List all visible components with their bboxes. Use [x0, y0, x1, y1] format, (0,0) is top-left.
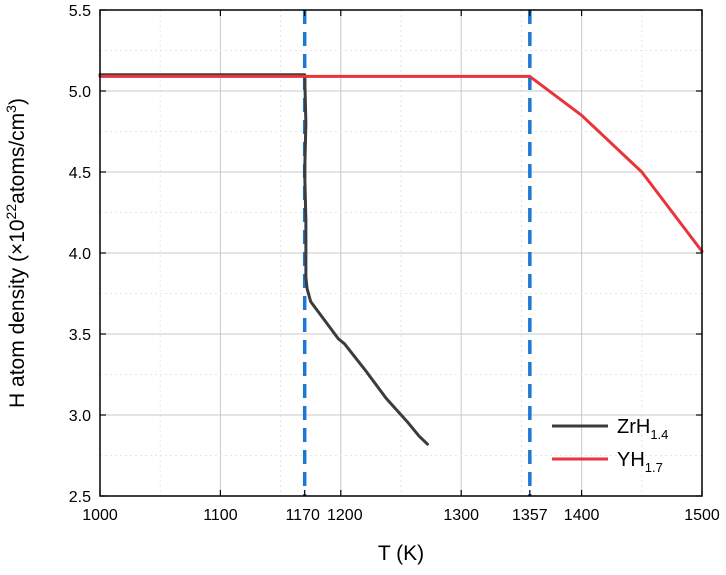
y-tick-label: 5.5 — [69, 3, 91, 20]
x-tick-label: 1300 — [443, 507, 479, 524]
legend-label-yh: YH1.7 — [617, 449, 663, 475]
y-tick-label: 4.5 — [69, 165, 91, 182]
legend-label-zrh-name: ZrH — [617, 416, 650, 438]
series-lines — [98, 73, 704, 446]
y-tick-label: 4.0 — [69, 246, 91, 263]
x-tick-labels: 1000 1100 1170 1200 1300 1357 1400 1500 — [82, 507, 720, 524]
legend-label-zrh: ZrH1.4 — [617, 416, 668, 442]
legend-label-yh-subscript: 1.7 — [645, 460, 663, 475]
legend-label-yh-name: YH — [617, 449, 645, 471]
x-tick-label: 1170 — [285, 507, 320, 524]
y-axis-title-exponent: 22 — [3, 204, 19, 220]
x-tick-label: 1100 — [203, 507, 238, 524]
x-tick-label: 1400 — [564, 507, 600, 524]
axis-ticks — [99, 9, 703, 497]
y-axis-title-suffix: ) — [6, 98, 29, 105]
y-tick-label: 5.0 — [69, 84, 91, 101]
y-tick-label: 3.0 — [69, 408, 91, 425]
x-tick-label: 1200 — [327, 507, 363, 524]
y-tick-labels: 2.5 3.0 3.5 4.0 4.5 5.0 5.5 — [69, 3, 91, 506]
y-axis-title-prefix: H atom density (×10 — [6, 219, 29, 408]
y-axis-title-exponent-2: 3 — [3, 105, 19, 113]
y-tick-label: 2.5 — [69, 489, 91, 506]
legend: ZrH1.4 YH1.7 — [552, 416, 668, 475]
series-line-yh — [98, 74, 704, 253]
x-tick-label: 1500 — [684, 507, 720, 524]
series-line-zrh — [98, 73, 429, 446]
grid — [100, 10, 702, 496]
legend-label-zrh-subscript: 1.4 — [650, 427, 668, 442]
x-axis-title: T (K) — [378, 542, 424, 565]
y-axis-title-mid: atoms/cm — [6, 113, 29, 204]
y-axis-title: H atom density (×1022atoms/cm3) — [3, 98, 29, 408]
y-tick-label: 3.5 — [69, 327, 91, 344]
x-tick-label: 1000 — [82, 507, 118, 524]
x-tick-label: 1357 — [512, 507, 548, 524]
